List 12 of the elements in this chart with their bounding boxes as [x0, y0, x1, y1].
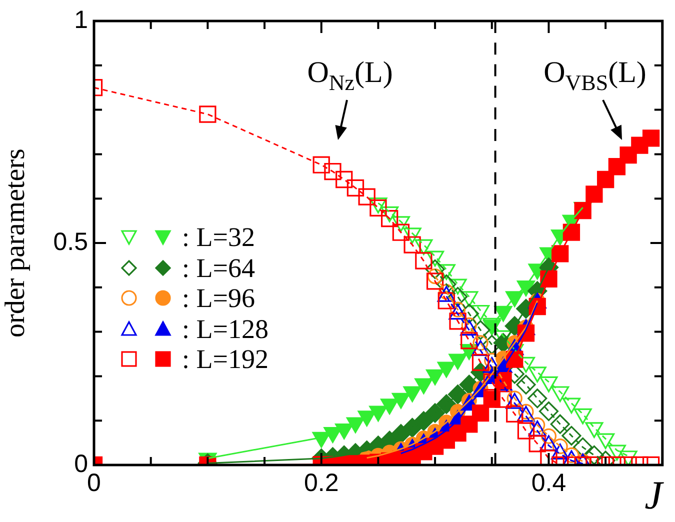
legend-label: : L=192	[182, 344, 268, 374]
x-tick-label: 0.4	[531, 468, 566, 497]
legend-label: : L=128	[182, 314, 268, 344]
x-tick-label: 0.2	[304, 468, 339, 497]
legend-label: : L=96	[182, 283, 255, 314]
legend-label: : L=64	[182, 252, 255, 283]
y-tick-label: 0	[74, 450, 88, 478]
y-tick-label: 1	[74, 6, 88, 34]
legend-label: : L=32	[182, 222, 255, 252]
y-axis-title: order parameters	[0, 148, 32, 338]
y-tick-label: 0.5	[53, 228, 88, 256]
x-axis-title: J	[644, 472, 665, 518]
